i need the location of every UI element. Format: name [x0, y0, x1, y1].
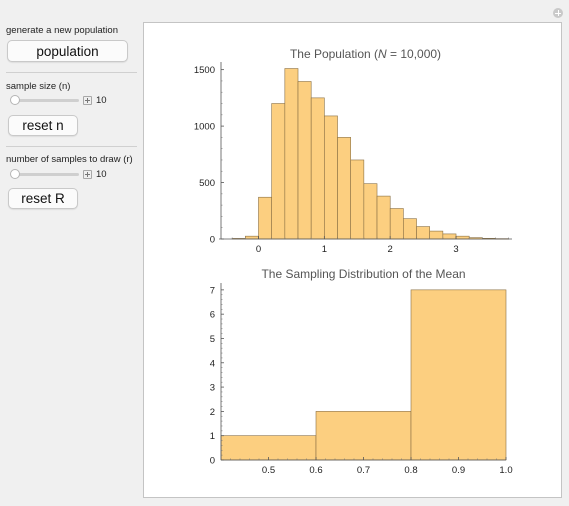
x-tick-label: 0.6 [309, 465, 322, 476]
x-tick-label: 0.5 [262, 465, 275, 476]
histogram-bar [442, 233, 457, 240]
sample-size-value: 10 [96, 95, 107, 106]
y-tick-label: 7 [210, 285, 215, 296]
x-tick-label: 0.8 [404, 465, 417, 476]
histogram-bar [363, 183, 378, 240]
histogram-bar [324, 115, 338, 240]
plus-box-icon[interactable] [83, 96, 92, 105]
x-tick-label: 0 [256, 244, 261, 255]
histogram-bar [455, 235, 470, 240]
x-tick-label: 1 [322, 244, 327, 255]
histogram-bar [350, 159, 365, 240]
y-tick-label: 0 [210, 235, 215, 246]
y-tick-label: 4 [210, 358, 215, 369]
separator [6, 146, 137, 147]
num-samples-value: 10 [96, 169, 107, 180]
num-samples-slider[interactable] [11, 173, 79, 176]
histogram-bar [297, 81, 312, 240]
x-tick-label: 2 [388, 244, 393, 255]
sample-size-label: sample size (n) [6, 81, 71, 92]
histogram-bar [389, 208, 404, 240]
num-samples-label: number of samples to draw (r) [6, 154, 133, 165]
histogram-bar [410, 289, 507, 461]
histogram-bar [403, 218, 417, 240]
separator [6, 72, 137, 73]
histogram-bar [376, 195, 391, 240]
y-tick-label: 1 [210, 431, 215, 442]
histogram-bar [337, 137, 351, 240]
plus-box-icon[interactable] [83, 170, 92, 179]
y-tick-label: 1500 [194, 65, 215, 76]
histogram-bar [220, 435, 317, 461]
x-tick-label: 1.0 [499, 465, 512, 476]
y-tick-label: 0 [210, 456, 215, 467]
histogram-bar [258, 196, 272, 240]
histogram-bar [271, 103, 286, 240]
population-label: generate a new population [6, 25, 118, 36]
histogram-bar [416, 226, 430, 240]
x-tick-label: 0.7 [357, 465, 370, 476]
histogram-bar [310, 97, 325, 240]
plus-circle-icon[interactable] [553, 8, 563, 18]
y-tick-label: 5 [210, 334, 215, 345]
histogram-bar [284, 68, 299, 240]
histogram-bar [315, 411, 412, 461]
chart-title-2: The Sampling Distribution of the Mean [261, 267, 465, 281]
charts-svg: The Population (N = 10,000)0500100015000… [194, 47, 513, 476]
y-tick-label: 500 [199, 178, 215, 189]
y-tick-label: 6 [210, 310, 215, 321]
histogram-bar [429, 230, 444, 240]
y-tick-label: 2 [210, 407, 215, 418]
x-tick-label: 3 [453, 244, 458, 255]
y-tick-label: 3 [210, 383, 215, 394]
output-area: The Population (N = 10,000) 0 500 1000 1500 0… [143, 22, 562, 498]
x-tick-label: 0.9 [452, 465, 465, 476]
chart-title-1: The Population (N = 10,000) [290, 47, 441, 61]
sample-size-slider[interactable] [11, 99, 79, 102]
num-samples-slider-knob[interactable] [10, 169, 20, 179]
sample-size-slider-knob[interactable] [10, 95, 20, 105]
reset-r-button[interactable]: reset R [8, 188, 78, 209]
population-button[interactable]: population [7, 40, 128, 62]
reset-n-button[interactable]: reset n [8, 115, 78, 136]
histogram-bar [245, 235, 259, 240]
y-tick-label: 1000 [194, 122, 215, 133]
